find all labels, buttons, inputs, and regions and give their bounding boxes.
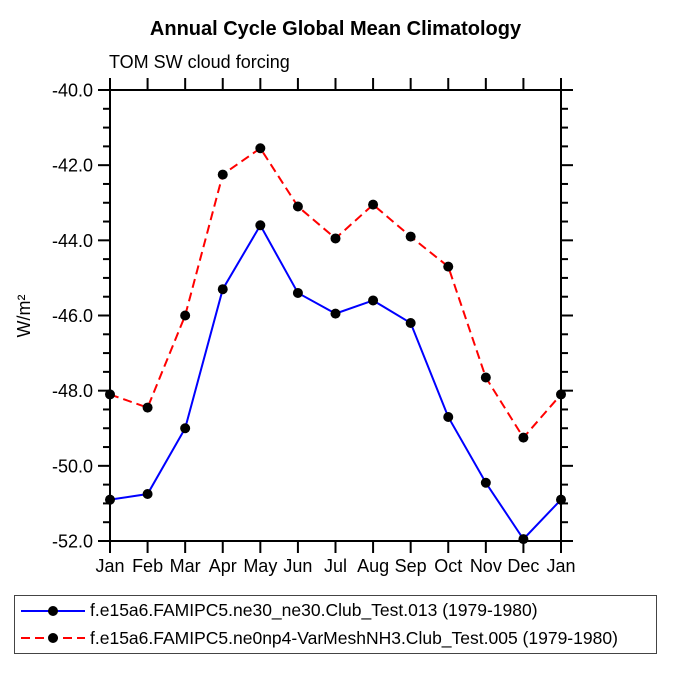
data-point-marker [142, 402, 153, 413]
legend-marker-dot [48, 605, 58, 616]
x-tick-label: Jan [95, 556, 124, 576]
x-tick-label: Oct [434, 556, 462, 576]
data-point-marker [443, 411, 454, 422]
y-tick-label: -42.0 [52, 156, 93, 176]
data-point-marker [556, 389, 566, 400]
data-point-marker [105, 389, 115, 400]
y-tick-label: -46.0 [52, 306, 93, 326]
data-point-marker [255, 143, 266, 154]
series-line [109, 146, 562, 440]
legend-item: f.e15a6.FAMIPC5.ne0np4-VarMeshNH3.Club_T… [15, 625, 656, 651]
data-point-marker [480, 477, 491, 488]
data-point-marker [405, 231, 416, 242]
data-point-marker [368, 199, 379, 210]
y-tick-label: -52.0 [52, 532, 93, 552]
legend-marker-dot [48, 633, 58, 644]
data-point-marker [292, 201, 303, 212]
y-tick-label: -44.0 [52, 231, 93, 251]
chart-title: Annual Cycle Global Mean Climatology [149, 18, 522, 40]
x-tick-label: May [243, 556, 277, 576]
data-point-marker [217, 284, 228, 295]
legend-sample-line [21, 605, 85, 616]
x-tick-label: Feb [132, 556, 163, 576]
legend-label: f.e15a6.FAMIPC5.ne30_ne30.Club_Test.013 … [90, 600, 538, 621]
data-point-marker [518, 432, 529, 443]
x-tick-label: Nov [470, 556, 502, 576]
series-line [109, 223, 562, 541]
legend-label: f.e15a6.FAMIPC5.ne0np4-VarMeshNH3.Club_T… [90, 627, 618, 648]
legend: f.e15a6.FAMIPC5.ne30_ne30.Club_Test.013 … [14, 595, 657, 654]
data-point-marker [330, 233, 341, 244]
data-point-marker [142, 489, 153, 500]
y-tick-label: -50.0 [52, 456, 93, 476]
x-tick-label: Dec [507, 556, 539, 576]
data-point-marker [556, 494, 566, 505]
data-point-marker [180, 310, 191, 321]
y-tick-label: -48.0 [52, 381, 93, 401]
data-point-marker [292, 287, 303, 298]
data-point-marker [405, 318, 416, 329]
x-tick-label: Mar [170, 556, 201, 576]
legend-sample-line [21, 633, 85, 644]
data-point-marker [368, 295, 379, 306]
x-tick-label: Apr [209, 556, 237, 576]
data-point-marker [105, 494, 115, 505]
x-tick-label: Sep [395, 556, 427, 576]
data-point-marker [443, 261, 454, 272]
y-axis-label: W/m² [14, 295, 34, 338]
plot-frame [109, 89, 562, 542]
data-point-marker [518, 534, 529, 545]
chart-subtitle: TOM SW cloud forcing [109, 52, 290, 72]
y-tick-label: -40.0 [52, 81, 93, 101]
x-tick-label: Aug [357, 556, 389, 576]
data-point-marker [180, 423, 191, 434]
x-tick-label: Jun [283, 556, 312, 576]
legend-item: f.e15a6.FAMIPC5.ne30_ne30.Club_Test.013 … [15, 598, 656, 624]
x-tick-label: Jul [324, 556, 347, 576]
data-point-marker [480, 372, 491, 383]
data-point-marker [217, 169, 228, 180]
x-tick-label: Jan [546, 556, 575, 576]
data-point-marker [330, 308, 341, 319]
data-point-marker [255, 220, 266, 231]
